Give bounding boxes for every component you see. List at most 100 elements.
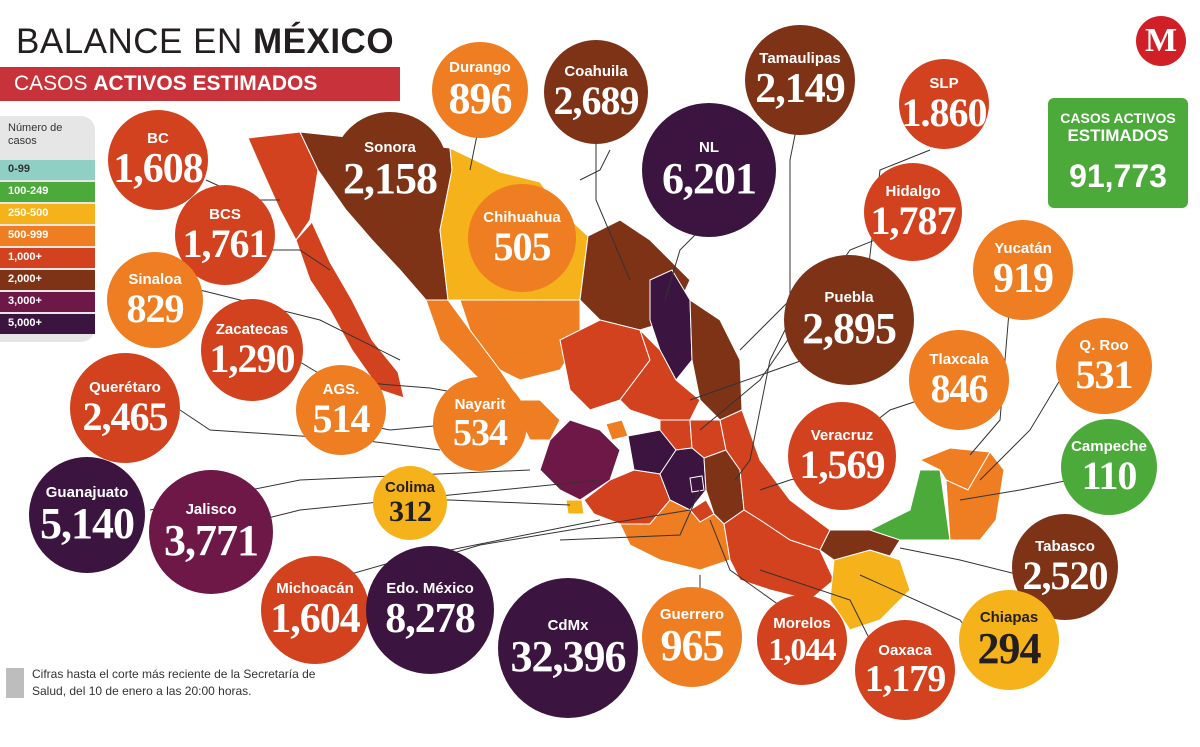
state-name: BC	[147, 130, 169, 147]
state-value: 1,290	[209, 336, 296, 381]
state-bubble: Colima 312	[373, 466, 447, 540]
state-bubble: Q. Roo 531	[1056, 318, 1152, 414]
state-name: AGS.	[322, 381, 360, 398]
legend-item: 5,000+	[0, 314, 95, 334]
state-value: 2,465	[82, 394, 169, 439]
state-value: 1,787	[870, 198, 957, 243]
legend-title: Número de casos	[8, 122, 63, 147]
state-bubble: NL 6,201	[642, 103, 776, 237]
map-region-cdmx	[689, 475, 705, 493]
milenio-logo: M	[1136, 16, 1186, 66]
legend: Número de casos 0-99 100-249 250-500 500-99…	[0, 116, 95, 342]
state-value: 3,771	[164, 516, 259, 565]
state-value: 919	[993, 256, 1054, 302]
legend-item: 1,000+	[0, 248, 95, 268]
state-bubble: Durango 896	[432, 42, 528, 138]
state-bubble: CdMx 32,396	[498, 578, 638, 718]
state-name: BCS	[209, 206, 241, 223]
legend-label: 5,000+	[8, 317, 42, 329]
legend-label: 100-249	[8, 185, 49, 197]
state-bubble: Guerrero 965	[642, 587, 742, 687]
state-value: 2,689	[553, 78, 640, 123]
legend-label: 500-999	[8, 229, 49, 241]
state-value: 846	[930, 366, 989, 411]
state-value: 2,895	[802, 304, 897, 353]
state-name: Chihuahua	[483, 209, 561, 226]
state-bubble: Tabasco 2,520	[1012, 514, 1118, 620]
legend-label: 1,000+	[8, 251, 42, 263]
legend-item: 0-99	[0, 160, 95, 180]
total-cases-box: CASOS ACTIVOS ESTIMADOS 91,773	[1048, 98, 1188, 208]
state-bubble: Edo. México 8,278	[366, 546, 494, 674]
footnote: Cifras hasta el corte más reciente de la…	[32, 667, 316, 698]
state-value: 5,140	[40, 499, 135, 548]
state-name: Jalisco	[185, 501, 237, 518]
state-value: 294	[977, 624, 1042, 673]
state-value: 1,608	[113, 146, 203, 192]
state-name: Oaxaca	[878, 642, 932, 659]
page-subtitle: CASOS ACTIVOS ESTIMADOS	[0, 67, 400, 101]
legend-label: 0-99	[8, 163, 31, 175]
state-value: 1,044	[768, 631, 837, 667]
state-name: SLP	[929, 75, 959, 92]
state-name: Durango	[449, 59, 511, 76]
map-region-bcs	[295, 221, 405, 399]
state-name: Coahuila	[564, 63, 628, 80]
state-name: CdMx	[547, 617, 589, 634]
state-bubble: Veracruz 1,569	[788, 402, 896, 510]
state-value: 534	[453, 412, 508, 454]
total-value: 91,773	[1069, 158, 1167, 194]
state-value: 531	[1075, 352, 1134, 397]
state-bubble: Chiapas 294	[959, 590, 1059, 690]
state-value: 2,158	[343, 154, 438, 203]
state-name: NL	[699, 139, 719, 156]
state-value: 1,604	[270, 596, 360, 642]
state-value: 110	[1081, 453, 1138, 498]
map-region-qroo	[945, 451, 1005, 541]
state-value: 6,201	[662, 154, 757, 203]
legend-swatch	[0, 182, 95, 202]
legend-label: 2,000+	[8, 273, 42, 285]
state-name: Tabasco	[1035, 538, 1095, 555]
state-name: Puebla	[824, 289, 874, 306]
state-bubble: Morelos 1,044	[757, 595, 847, 685]
legend-label: 250-500	[8, 207, 49, 219]
state-value: 1,569	[799, 442, 886, 487]
state-bubble: Coahuila 2,689	[544, 40, 648, 144]
legend-item: 2,000+	[0, 270, 95, 290]
state-value: 505	[493, 224, 552, 269]
state-name: Sonora	[364, 139, 416, 156]
legend-item: 250-500	[0, 204, 95, 224]
state-bubble: AGS. 514	[296, 365, 386, 455]
state-name: Colima	[384, 479, 435, 496]
map-region-colima	[565, 499, 585, 515]
state-name: Sinaloa	[128, 271, 182, 288]
state-bubble: Campeche 110	[1061, 419, 1157, 515]
state-bubble: Sonora 2,158	[332, 112, 448, 228]
state-name: Veracruz	[810, 427, 874, 444]
state-name: Guerrero	[659, 606, 725, 623]
legend-swatch	[0, 248, 95, 268]
state-value: 1.860	[901, 90, 988, 135]
state-value: 1,179	[864, 658, 946, 700]
state-name: Campeche	[1071, 438, 1147, 455]
state-name: Tlaxcala	[929, 351, 989, 368]
legend-swatch	[0, 314, 95, 334]
state-value: 312	[389, 495, 432, 528]
state-name: Nayarit	[454, 396, 506, 413]
state-bubble: Chihuahua 505	[468, 184, 576, 292]
state-bubble: Yucatán 919	[973, 220, 1073, 320]
state-bubble: Guanajuato 5,140	[29, 457, 145, 573]
state-name: Guanajuato	[45, 484, 129, 501]
state-value: 32,396	[510, 632, 627, 681]
state-name: Hidalgo	[885, 183, 941, 200]
map-region-chiapas	[829, 549, 911, 631]
legend-swatch	[0, 270, 95, 290]
state-value: 2,520	[1022, 553, 1109, 598]
total-label-line2: ESTIMADOS	[1067, 126, 1169, 145]
total-label-line1: CASOS ACTIVOS	[1060, 110, 1176, 126]
legend-swatch	[0, 226, 95, 246]
state-name: Chiapas	[979, 609, 1039, 626]
legend-item: 500-999	[0, 226, 95, 246]
state-bubble: BC 1,608	[108, 110, 208, 210]
